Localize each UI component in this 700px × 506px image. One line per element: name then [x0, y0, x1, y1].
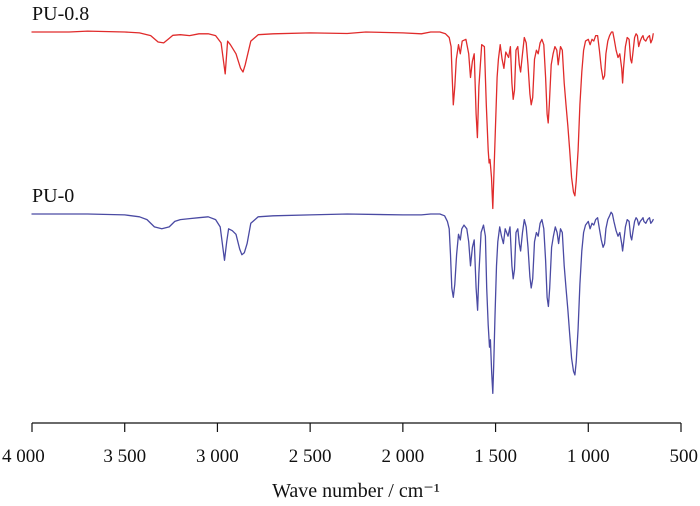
x-tick-label-4000: 4 000: [2, 446, 45, 467]
series-label-pu-0: PU-0: [32, 185, 74, 207]
x-tick-label-2500: 2 500: [289, 446, 332, 467]
series-label-pu-08: PU-0.8: [32, 3, 89, 25]
x-axis-title: Wave number / cm⁻¹: [272, 480, 440, 502]
x-tick-label-3000: 3 000: [196, 446, 239, 467]
x-tick-label-1500: 1 500: [474, 446, 517, 467]
x-tick-label-500: 500: [670, 446, 699, 467]
spectra-group: [31, 30, 654, 395]
x-tick-label-2000: 2 000: [381, 446, 424, 467]
x-axis-ticks: 4 000 3 500 3 000 2 500 2 000 1 500 1 000 500: [2, 423, 698, 467]
x-tick-label-3500: 3 500: [103, 446, 146, 467]
spectrum-line-pu-0: [31, 211, 654, 395]
spectrum-line-pu-0-8: [31, 30, 654, 210]
x-tick-label-1000: 1 000: [567, 446, 610, 467]
